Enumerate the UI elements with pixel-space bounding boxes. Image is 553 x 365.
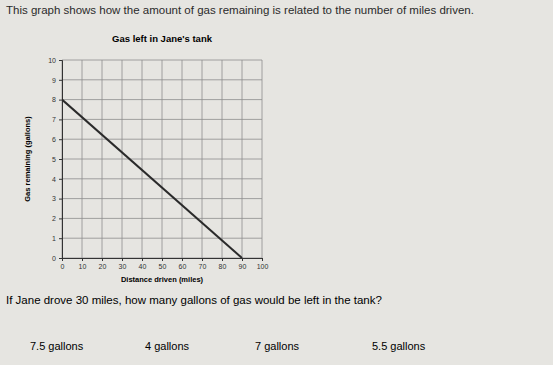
tick-mark [59,218,62,219]
grid-line-y [62,159,262,160]
tick-label: 50 [159,263,167,270]
tick-label: 7 [52,116,56,123]
grid-line-y [62,238,262,239]
tick-mark [222,258,223,261]
tick-mark [202,258,203,261]
grid-line-y [62,119,262,120]
tick: 70 [199,258,207,270]
tick: 0 [52,255,62,262]
plot [62,100,242,258]
tick-mark [59,179,62,180]
x-axis: 0 10 20 30 40 50 60 70 80 90 100 [61,258,269,270]
tick-mark [59,238,62,239]
answer-option[interactable]: 5.5 gallons [372,340,426,352]
tick: 90 [239,258,247,270]
axis-line [59,61,63,259]
tick-mark [59,258,62,259]
tick: 7 [52,116,62,123]
grid-line-y [62,139,262,140]
tick-mark [59,159,62,160]
tick-mark [142,258,143,261]
tick: 20 [99,258,107,270]
tick-mark [59,199,62,200]
x-axis-title: Distance driven (miles) [121,275,204,284]
tick-label: 6 [52,136,56,143]
tick: 3 [52,195,62,202]
tick: 10 [48,57,62,64]
tick-label: 4 [52,176,56,183]
tick-label: 1 [52,235,56,242]
chart-title: Gas left in Jane's tank [112,33,213,44]
tick-label: 60 [179,263,187,270]
tick: 40 [139,258,147,270]
y-axis: 0 1 2 3 4 5 6 7 8 9 10 [48,57,62,262]
grid-line-y [62,60,262,61]
tick-mark [122,258,123,261]
header: This graph shows how the amount of gas r… [6,4,474,16]
tick: 0 [61,258,65,270]
tick-label: 10 [79,263,87,270]
tick-mark [82,258,83,261]
grid-line-y [62,79,262,80]
tick-label: 20 [99,263,107,270]
tick-label: 10 [48,57,56,64]
axis-line [63,259,263,262]
tick-label: 5 [52,156,56,163]
tick: 50 [159,258,167,270]
tick: 9 [52,77,62,84]
tick-mark [262,258,263,261]
tick-mark [242,258,243,261]
tick-label: 90 [239,263,247,270]
tick-mark [59,139,62,140]
tick-label: 0 [61,263,65,270]
grid-line-y [62,99,262,100]
tick: 1 [52,235,62,242]
tick-label: 30 [119,263,127,270]
y-axis-title: Gas remaining (gallons) [23,116,32,202]
answer-option[interactable]: 4 gallons [145,340,190,352]
tick-label: 3 [52,195,56,202]
tick-label: 70 [199,263,207,270]
tick-label: 8 [52,96,56,103]
tick: 30 [119,258,127,270]
tick-mark [59,60,62,61]
tick: 60 [179,258,187,270]
question: If Jane drove 30 miles, how many gallons… [6,294,382,306]
tick-mark [59,100,62,101]
page: This graph shows how the amount of gas r… [0,0,553,365]
tick: 8 [52,96,62,103]
grid-line-y [62,218,262,219]
tick-label: 2 [52,215,56,222]
grid-line-y [62,198,262,199]
tick: 4 [52,176,62,183]
tick-label: 100 [257,263,269,270]
tick: 6 [52,136,62,143]
grid-line-y [62,178,262,179]
tick: 2 [52,215,62,222]
tick: 5 [52,156,62,163]
grid [62,60,262,258]
tick-label: 40 [139,263,147,270]
tick-label: 80 [219,263,227,270]
tick-label: 9 [52,77,56,84]
tick-mark [59,80,62,81]
tick-mark [182,258,183,261]
data-line [62,100,242,258]
tick-label: 0 [52,255,56,262]
answer-option[interactable]: 7 gallons [255,340,300,352]
tick: 80 [219,258,227,270]
tick: 10 [79,258,87,270]
tick-mark [162,258,163,261]
tick: 100 [257,258,269,270]
tick-mark [102,258,103,261]
answer-option[interactable]: 7.5 gallons [30,340,84,352]
tick-mark [59,119,62,120]
